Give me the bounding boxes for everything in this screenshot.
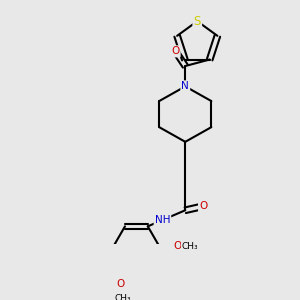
Text: NH: NH [155, 215, 170, 225]
Text: S: S [194, 15, 201, 28]
Text: N: N [182, 81, 189, 92]
Text: CH₃: CH₃ [182, 242, 199, 250]
Text: CH₃: CH₃ [114, 294, 131, 300]
Text: O: O [117, 279, 125, 289]
Text: O: O [199, 201, 207, 211]
Text: O: O [173, 241, 181, 251]
Text: O: O [171, 46, 180, 56]
